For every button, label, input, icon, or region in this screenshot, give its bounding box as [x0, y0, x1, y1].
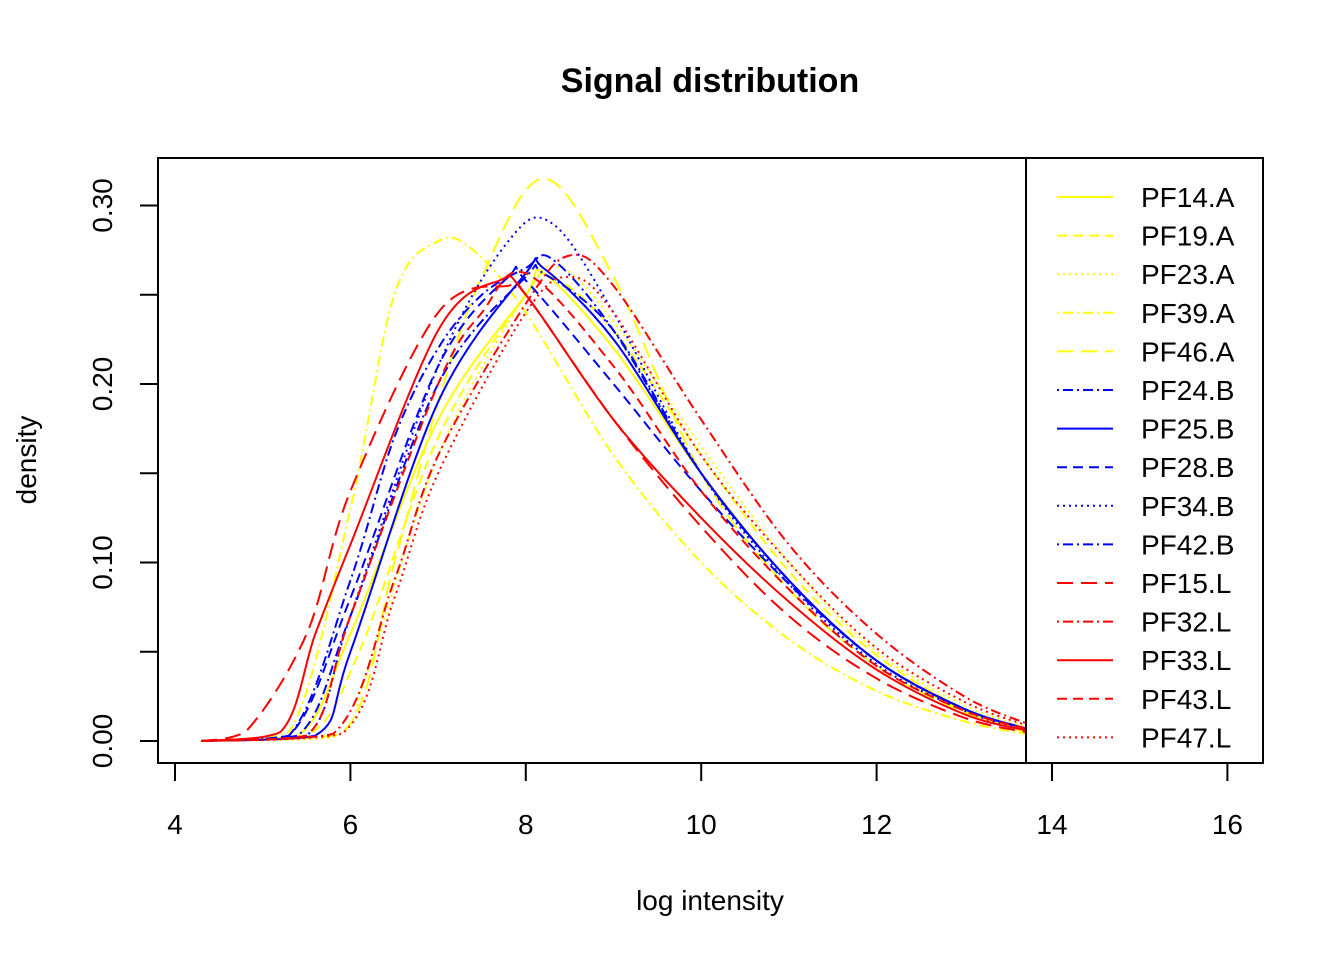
y-axis-label: density: [11, 416, 42, 505]
legend-entry: PF47.L: [1141, 722, 1231, 753]
x-tick-label: 16: [1212, 809, 1243, 840]
y-axis: 0.00 0.10 0.20 0.30: [87, 178, 158, 768]
series-line-pf28-b: [201, 265, 1026, 742]
x-tick-label: 6: [343, 809, 359, 840]
series-layer: [201, 177, 1026, 742]
legend-entry: PF14.A: [1141, 182, 1235, 213]
legend-box: [1025, 157, 1264, 764]
series-line-pf47-l: [201, 275, 1026, 742]
series-line-pf19-a: [201, 271, 1026, 742]
legend-entry: PF15.L: [1141, 568, 1231, 599]
chart-title: Signal distribution: [561, 62, 859, 100]
legend-entry: PF42.B: [1141, 529, 1234, 560]
series-line-pf25-b: [201, 257, 1026, 742]
legend-entry: PF46.A: [1141, 336, 1235, 367]
legend-entry: PF28.B: [1141, 452, 1234, 483]
x-axis: 4 6 8 10 12 14 16: [167, 763, 1243, 840]
x-tick-label: 4: [167, 809, 183, 840]
series-line-pf32-l: [201, 253, 1026, 742]
x-tick-label: 10: [686, 809, 717, 840]
series-line-pf34-b: [201, 216, 1026, 742]
legend-entry: PF43.L: [1141, 684, 1231, 715]
legend-entry: PF33.L: [1141, 645, 1231, 676]
y-tick-label: 0.10: [87, 535, 118, 590]
legend-entry: PF23.A: [1141, 259, 1235, 290]
legend-entry: PF19.A: [1141, 221, 1235, 252]
legend-entry: PF24.B: [1141, 375, 1234, 406]
series-line-pf43-l: [201, 270, 1026, 742]
y-tick-label: 0.20: [87, 357, 118, 412]
legend: PF14.A PF19.A PF23.A PF39.A PF46.A PF24.B PF25…: [1057, 182, 1235, 753]
series-line-pf23-a: [201, 264, 1026, 742]
x-tick-label: 8: [518, 809, 534, 840]
x-tick-label: 14: [1036, 809, 1067, 840]
x-axis-label: log intensity: [636, 885, 784, 916]
y-tick-label: 0.30: [87, 178, 118, 233]
legend-entry: PF32.L: [1141, 607, 1231, 638]
series-line-pf33-l: [201, 275, 1026, 742]
legend-entry: PF34.B: [1141, 491, 1234, 522]
legend-entry: PF25.B: [1141, 414, 1234, 445]
y-tick-label: 0.00: [87, 714, 118, 769]
legend-entry: PF39.A: [1141, 298, 1235, 329]
series-line-pf42-b: [201, 263, 1026, 742]
x-tick-label: 12: [861, 809, 892, 840]
